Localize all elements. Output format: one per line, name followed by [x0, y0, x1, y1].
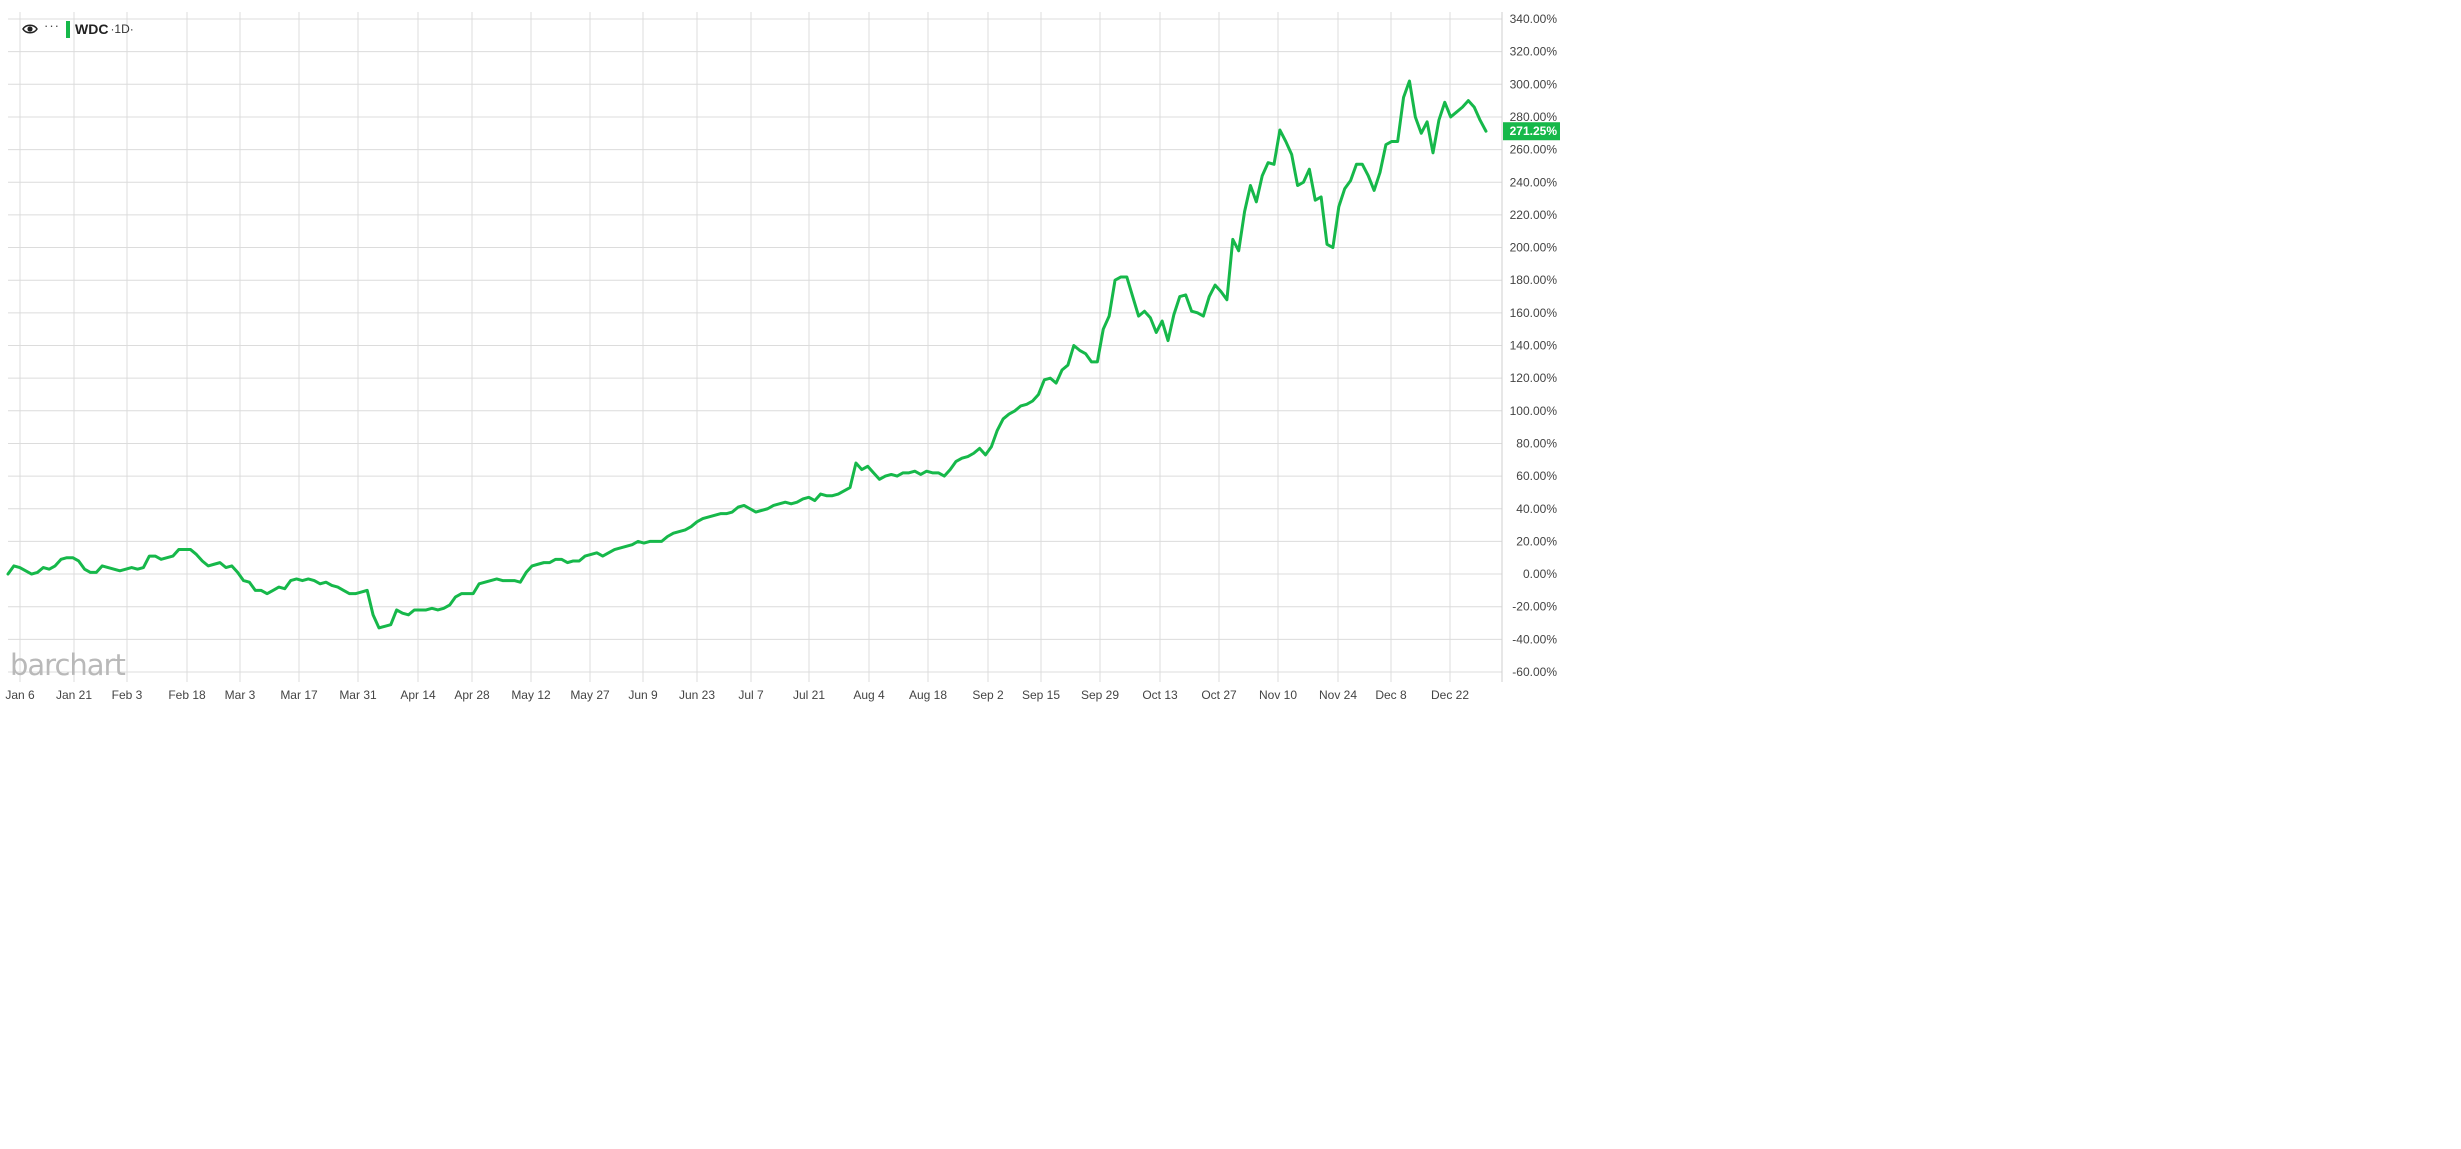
x-tick-label: Dec 8 [1375, 688, 1407, 702]
y-tick-label: 120.00% [1510, 371, 1558, 385]
x-tick-label: May 27 [570, 688, 610, 702]
x-tick-label: Jun 9 [628, 688, 658, 702]
x-tick-label: Jan 6 [5, 688, 35, 702]
x-tick-label: Sep 15 [1022, 688, 1060, 702]
x-tick-label: Aug 4 [853, 688, 885, 702]
x-tick-label: Aug 18 [909, 688, 947, 702]
x-tick-label: Feb 18 [168, 688, 206, 702]
eye-icon[interactable] [22, 23, 38, 35]
legend-symbol[interactable]: WDC [75, 21, 109, 37]
x-tick-label: Dec 22 [1431, 688, 1469, 702]
x-tick-label: Sep 2 [972, 688, 1004, 702]
y-tick-label: -20.00% [1512, 600, 1557, 614]
x-tick-label: Apr 14 [400, 688, 436, 702]
y-tick-label: -60.00% [1512, 665, 1557, 679]
x-tick-label: Apr 28 [454, 688, 490, 702]
y-tick-label: 300.00% [1510, 77, 1558, 91]
chart-legend[interactable]: ··· WDC ·1D· [22, 18, 134, 38]
y-tick-label: 0.00% [1523, 567, 1557, 581]
y-axis-labels: 340.00% 320.00% 300.00% 280.00% 260.00% 240.0… [1510, 12, 1558, 679]
y-tick-label: -40.00% [1512, 632, 1557, 646]
last-value-badge: 271.25% [1503, 122, 1560, 141]
y-tick-label: 180.00% [1510, 273, 1558, 287]
x-tick-label: Sep 29 [1081, 688, 1119, 702]
x-tick-label: Jul 21 [793, 688, 825, 702]
y-tick-label: 260.00% [1510, 143, 1558, 157]
x-tick-label: Oct 13 [1142, 688, 1178, 702]
x-tick-label: Jan 21 [56, 688, 92, 702]
x-tick-label: May 12 [511, 688, 551, 702]
x-tick-label: Nov 24 [1319, 688, 1357, 702]
x-tick-label: Nov 10 [1259, 688, 1297, 702]
y-tick-label: 280.00% [1510, 110, 1558, 124]
series-line-wdc[interactable] [6, 79, 1488, 630]
barchart-watermark: barchart [10, 648, 126, 682]
y-tick-label: 200.00% [1510, 241, 1558, 255]
y-tick-label: 340.00% [1510, 12, 1558, 26]
line-chart[interactable]: 340.00% 320.00% 300.00% 280.00% 260.00% 240.0… [0, 0, 1568, 735]
y-tick-label: 220.00% [1510, 208, 1558, 222]
x-tick-label: Mar 3 [225, 688, 256, 702]
y-tick-label: 40.00% [1516, 502, 1557, 516]
y-tick-label: 80.00% [1516, 436, 1557, 450]
x-axis-labels: Jan 6 Jan 21 Feb 3 Feb 18 Mar 3 Mar 17 Mar 31 A… [5, 688, 1469, 702]
last-value-label: 271.25% [1510, 124, 1558, 138]
x-tick-label: Oct 27 [1201, 688, 1237, 702]
x-tick-label: Mar 31 [339, 688, 377, 702]
y-tick-label: 320.00% [1510, 45, 1558, 59]
y-tick-label: 60.00% [1516, 469, 1557, 483]
y-tick-label: 160.00% [1510, 306, 1558, 320]
y-tick-label: 240.00% [1510, 175, 1558, 189]
vertical-gridlines [19, 12, 1451, 682]
x-tick-label: Jun 23 [679, 688, 715, 702]
more-options-icon[interactable]: ··· [44, 18, 60, 33]
horizontal-gridlines [8, 18, 1502, 673]
last-value-badge-bg [1503, 122, 1560, 141]
y-tick-label: 100.00% [1510, 404, 1558, 418]
x-tick-label: Jul 7 [738, 688, 764, 702]
y-tick-label: 20.00% [1516, 534, 1557, 548]
y-tick-label: 140.00% [1510, 339, 1558, 353]
x-tick-label: Feb 3 [112, 688, 143, 702]
legend-period: ·1D· [110, 22, 134, 36]
series-color-swatch [66, 20, 70, 38]
x-tick-label: Mar 17 [280, 688, 318, 702]
